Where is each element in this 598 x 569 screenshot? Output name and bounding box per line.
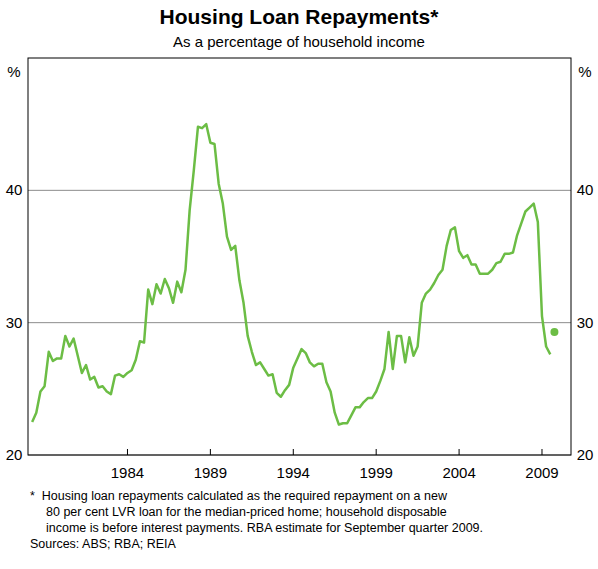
y-tick-label: 30: [577, 314, 594, 331]
title: Housing Loan Repayments*: [160, 5, 440, 28]
x-tick: [541, 449, 542, 455]
footnote: income is before interest payments. RBA …: [46, 521, 483, 535]
sources: Sources: ABS; RBA; REIA: [30, 537, 177, 551]
x-tick: [376, 449, 377, 455]
footnote: 80 per cent LVR loan for the median-pric…: [46, 505, 447, 519]
x-tick-label: 2009: [525, 464, 558, 481]
grid-line: [28, 190, 571, 191]
y-tick-label: 30: [6, 314, 23, 331]
y-tick-label: 20: [577, 446, 594, 463]
subtitle: As a percentage of household income: [173, 33, 425, 50]
x-tick: [210, 449, 211, 455]
y-tick-label: 40: [6, 181, 23, 198]
y-tick-label: 20: [6, 446, 23, 463]
x-tick-label: 2004: [442, 464, 475, 481]
grid-line: [28, 322, 571, 323]
x-tick-label: 1999: [359, 464, 392, 481]
y-tick-label: 40: [577, 181, 594, 198]
y-unit: %: [578, 63, 591, 80]
footnote: * Housing loan repayments calculated as …: [30, 489, 448, 503]
x-tick-label: 1994: [277, 464, 310, 481]
series-group: [32, 124, 558, 424]
chart: Housing Loan Repayments* As a percentage …: [0, 0, 598, 569]
plot-frame: [28, 58, 571, 455]
y-unit: %: [7, 63, 20, 80]
x-tick: [293, 449, 294, 455]
line: [32, 124, 550, 424]
plot-area: [28, 58, 571, 455]
x-tick: [127, 449, 128, 455]
x-tick-label: 1984: [111, 464, 144, 481]
x-tick: [459, 449, 460, 455]
point: [550, 328, 558, 336]
x-tick-label: 1989: [194, 464, 227, 481]
